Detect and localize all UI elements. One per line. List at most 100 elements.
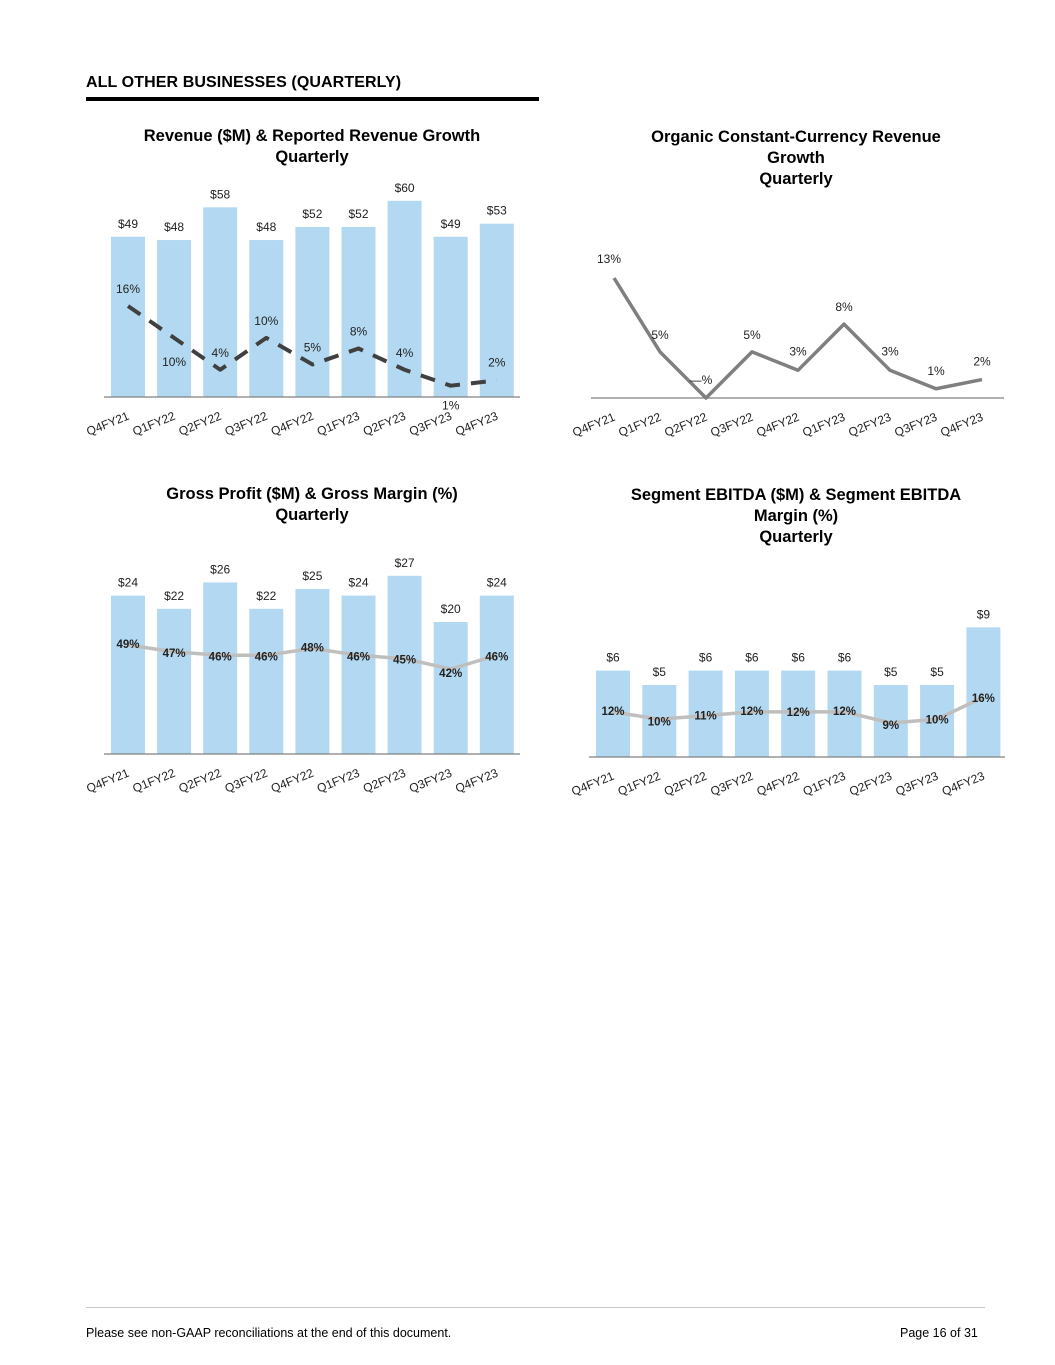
section-title: ALL OTHER BUSINESSES (QUARTERLY) [86,74,402,91]
bar-value-label: $52 [302,207,322,221]
x-tick-label: Q1FY23 [801,769,848,799]
bar-value-label: $6 [745,651,759,665]
gross-profit-chart-title: Gross Profit ($M) & Gross Margin (%) Qua… [166,485,458,524]
bar [295,226,330,397]
bar-value-label: $53 [487,204,507,218]
series-line [612,695,985,725]
line-value-label: 46% [209,651,232,663]
bar-value-label: $5 [653,665,667,679]
bar [479,595,514,754]
line-value-label: 10% [162,355,186,369]
line-value-label: 45% [393,655,416,667]
series-line [612,277,983,400]
bar [387,200,422,397]
x-tick-label: Q2FY22 [662,769,709,799]
bar [249,608,284,754]
bar-value-label: $58 [210,187,230,201]
line-value-label: 5% [743,328,761,342]
line-value-label: 4% [212,346,230,360]
bar [341,226,376,397]
bar [295,589,330,754]
x-tick-label: Q3FY23 [894,769,941,799]
bar-value-label: $24 [118,576,138,590]
bar-value-label: $49 [118,217,138,231]
bar-value-label: $22 [256,589,276,603]
line-value-label: 12% [833,706,856,718]
bar-value-label: $6 [838,651,852,665]
line-value-label: 1% [927,364,945,378]
line-value-label: 3% [789,344,807,358]
bar-value-label: $24 [348,576,368,590]
line-value-label: 49% [116,639,139,651]
bar-value-label: $22 [164,589,184,603]
line-value-label: 2% [973,355,991,369]
organic-growth-chart-title: Organic Constant-Currency Revenue Growth… [651,128,941,188]
line-value-label: —% [690,373,713,387]
line-value-label: 1% [442,399,460,413]
line-value-label: 46% [347,651,370,663]
bar-value-label: $6 [606,651,620,665]
line-value-label: 8% [350,325,368,339]
x-tick-label: Q3FY22 [708,769,755,799]
line-value-label: 42% [439,668,462,680]
line-value-label: 5% [651,328,669,342]
bar-value-label: $27 [395,556,415,570]
bar-value-label: $52 [348,207,368,221]
line-value-label: 12% [601,706,624,718]
line-value-label: 46% [255,651,278,663]
x-tick-label: Q1FY22 [616,769,663,799]
bar-value-label: $48 [256,220,276,234]
bar [966,627,1001,757]
bar [341,595,376,754]
segment-ebitda-chart-title: Segment EBITDA ($M) & Segment EBITDA Mar… [630,486,962,546]
bar [433,236,468,397]
line-value-label: 47% [163,648,186,660]
bar-value-label: $6 [699,651,713,665]
bar [111,236,145,397]
bar [203,582,238,754]
bar [781,670,816,757]
line-value-label: 8% [835,300,853,314]
bar [157,240,192,397]
line-value-label: 12% [740,706,763,718]
line-value-label: 5% [304,340,322,354]
bar [249,240,284,397]
bar-value-label: $49 [441,217,461,231]
bar-value-label: $25 [302,569,322,583]
line-value-label: 10% [926,714,949,726]
bar [111,595,145,754]
line-value-label: 16% [116,282,140,296]
line-value-label: 11% [694,711,716,723]
bar-value-label: $60 [395,181,415,195]
line-value-label: 3% [881,344,899,358]
line-value-label: 9% [882,720,899,732]
bar-value-label: $5 [884,665,898,679]
bar [157,608,192,754]
bar [433,622,468,754]
line-value-label: 13% [597,252,621,266]
section-title-underline [86,97,539,101]
revenue-chart-title: Revenue ($M) & Reported Revenue Growth Q… [143,127,481,166]
bar [203,207,238,397]
line-value-label: 10% [648,716,671,728]
bar-value-label: $26 [210,562,230,576]
footer-divider [86,1307,985,1308]
x-tick-label: Q4FY22 [755,769,802,799]
line-value-label: 46% [485,651,508,663]
line-value-label: 10% [254,314,278,328]
bar-value-label: $5 [930,665,944,679]
bar-value-label: $6 [792,651,806,665]
x-tick-label: Q4FY23 [940,769,987,799]
bar-value-label: $48 [164,220,184,234]
series-line [127,643,498,671]
line-value-label: 48% [301,642,324,654]
bar-value-label: $24 [487,576,507,590]
